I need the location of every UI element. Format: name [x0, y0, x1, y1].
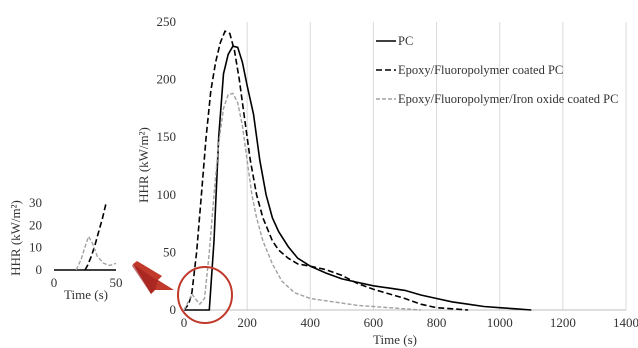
main-y-tick-label: 0 — [170, 302, 177, 317]
main-x-tick-label: 800 — [427, 315, 447, 330]
main-y-tick-label: 200 — [157, 72, 177, 87]
main-chart-gridlines — [246, 22, 627, 310]
main-x-tick-label: 600 — [364, 315, 384, 330]
inset-y-tick-label: 0 — [36, 262, 43, 277]
inset-chart-series — [54, 202, 117, 271]
main-x-axis-label: Time (s) — [373, 332, 417, 347]
inset-x-tick-label: 0 — [51, 275, 58, 290]
inset-x-axis-label: Time (s) — [64, 287, 108, 302]
main-series-line-2 — [183, 30, 469, 311]
arrow-icon — [132, 261, 174, 294]
main-y-tick-label: 250 — [157, 14, 177, 29]
main-x-tick-label: 1200 — [550, 315, 576, 330]
main-y-tick-label: 100 — [157, 187, 177, 202]
main-x-tick-label: 1000 — [487, 315, 513, 330]
main-x-tick-label: 200 — [237, 315, 257, 330]
legend-label-2: Epoxy/Fluoropolymer coated PC — [398, 63, 563, 77]
main-x-tick-label: 400 — [301, 315, 321, 330]
inset-y-tick-label: 20 — [29, 217, 42, 232]
legend-label-1: PC — [398, 34, 413, 48]
inset-y-axis-label: HHR (kW/m²) — [8, 200, 23, 276]
legend-label-3: Epoxy/Fluoropolymer/Iron oxide coated PC — [398, 92, 618, 106]
main-y-tick-label: 150 — [157, 129, 177, 144]
inset-series-line-2 — [84, 202, 107, 271]
inset-y-tick-label: 10 — [29, 240, 42, 255]
main-y-tick-label: 50 — [163, 244, 176, 259]
main-x-tick-label: 1400 — [613, 315, 638, 330]
main-chart-series — [183, 30, 532, 311]
main-y-axis-label: HHR (kW/m²) — [136, 127, 151, 203]
main-chart-legend: PC Epoxy/Fluoropolymer coated PC Epoxy/Flu… — [376, 34, 618, 106]
main-chart-tick-labels: 0 200 400 600 800 1000 1200 1400 0 50 100 150 200 250 — [157, 14, 638, 330]
main-x-tick-label: 0 — [181, 315, 188, 330]
highlight-circle — [177, 266, 233, 324]
inset-y-tick-label: 30 — [29, 195, 42, 210]
inset-series-line-3 — [75, 234, 117, 271]
inset-chart-tick-labels: 0 50 0 10 20 30 — [29, 195, 123, 290]
main-series-line-1 — [184, 45, 532, 311]
inset-x-tick-label: 50 — [110, 275, 123, 290]
